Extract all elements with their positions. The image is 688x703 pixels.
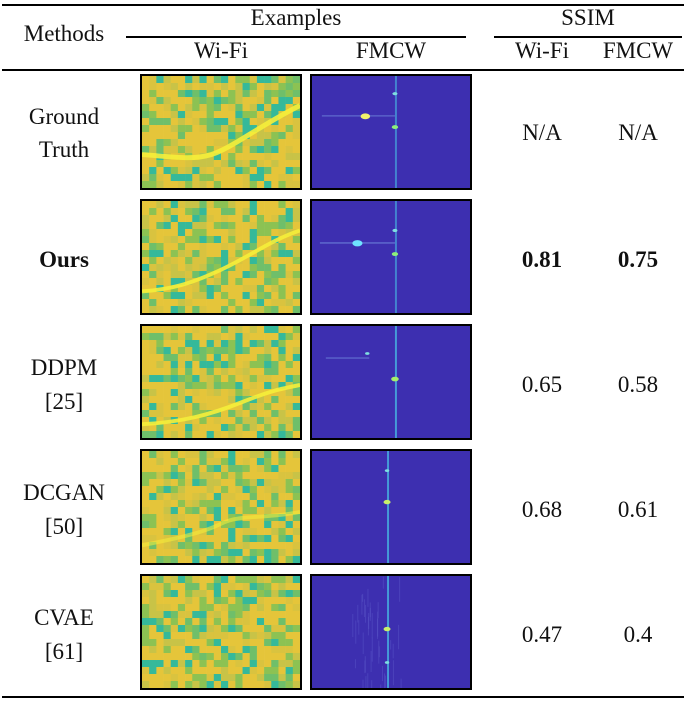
ssim-wifi-ours: 0.81 bbox=[521, 247, 563, 272]
top-rule bbox=[2, 4, 684, 6]
method-ground-truth-line1: Ground bbox=[28, 104, 100, 129]
examples-underline bbox=[126, 36, 466, 38]
wifi-example-dcgan bbox=[140, 449, 302, 565]
method-dcgan-line2: [50] bbox=[44, 514, 84, 539]
ssim-wifi-ground-truth: N/A bbox=[522, 120, 562, 145]
header-fmcw: FMCW bbox=[355, 38, 427, 63]
wifi-example-ground-truth bbox=[140, 74, 302, 190]
header-ssim-wifi: Wi-Fi bbox=[514, 38, 570, 63]
fmcw-example-cvae bbox=[310, 574, 472, 690]
method-ddpm-line1: DDPM bbox=[30, 355, 98, 380]
ssim-fmcw-dcgan: 0.61 bbox=[617, 497, 659, 522]
ssim-wifi-ddpm: 0.65 bbox=[521, 372, 563, 397]
fmcw-example-dcgan bbox=[310, 449, 472, 565]
bottom-rule bbox=[2, 696, 684, 698]
method-ground-truth-line2: Truth bbox=[38, 137, 90, 162]
fmcw-example-ddpm bbox=[310, 324, 472, 440]
wifi-example-ours bbox=[140, 199, 302, 315]
header-ssim: SSIM bbox=[561, 5, 615, 30]
method-ours: Ours bbox=[39, 247, 89, 272]
ssim-fmcw-ddpm: 0.58 bbox=[617, 372, 659, 397]
wifi-example-cvae bbox=[140, 574, 302, 690]
header-wifi: Wi-Fi bbox=[193, 38, 249, 63]
method-ddpm-line2: [25] bbox=[44, 389, 84, 414]
ssim-fmcw-cvae: 0.4 bbox=[623, 622, 653, 647]
fmcw-example-ground-truth bbox=[310, 74, 472, 190]
ssim-underline bbox=[494, 36, 682, 38]
fmcw-example-ours bbox=[310, 199, 472, 315]
ssim-wifi-cvae: 0.47 bbox=[521, 622, 563, 647]
ssim-wifi-dcgan: 0.68 bbox=[521, 497, 563, 522]
ssim-fmcw-ours: 0.75 bbox=[617, 247, 659, 272]
header-rule bbox=[2, 69, 684, 71]
wifi-example-ddpm bbox=[140, 324, 302, 440]
method-dcgan-line1: DCGAN bbox=[23, 480, 105, 505]
header-examples: Examples bbox=[250, 5, 342, 30]
ssim-fmcw-ground-truth: N/A bbox=[618, 120, 658, 145]
method-cvae-line1: CVAE bbox=[34, 605, 94, 630]
method-cvae-line2: [61] bbox=[44, 639, 84, 664]
header-methods: Methods bbox=[23, 21, 105, 46]
header-ssim-fmcw: FMCW bbox=[602, 38, 674, 63]
